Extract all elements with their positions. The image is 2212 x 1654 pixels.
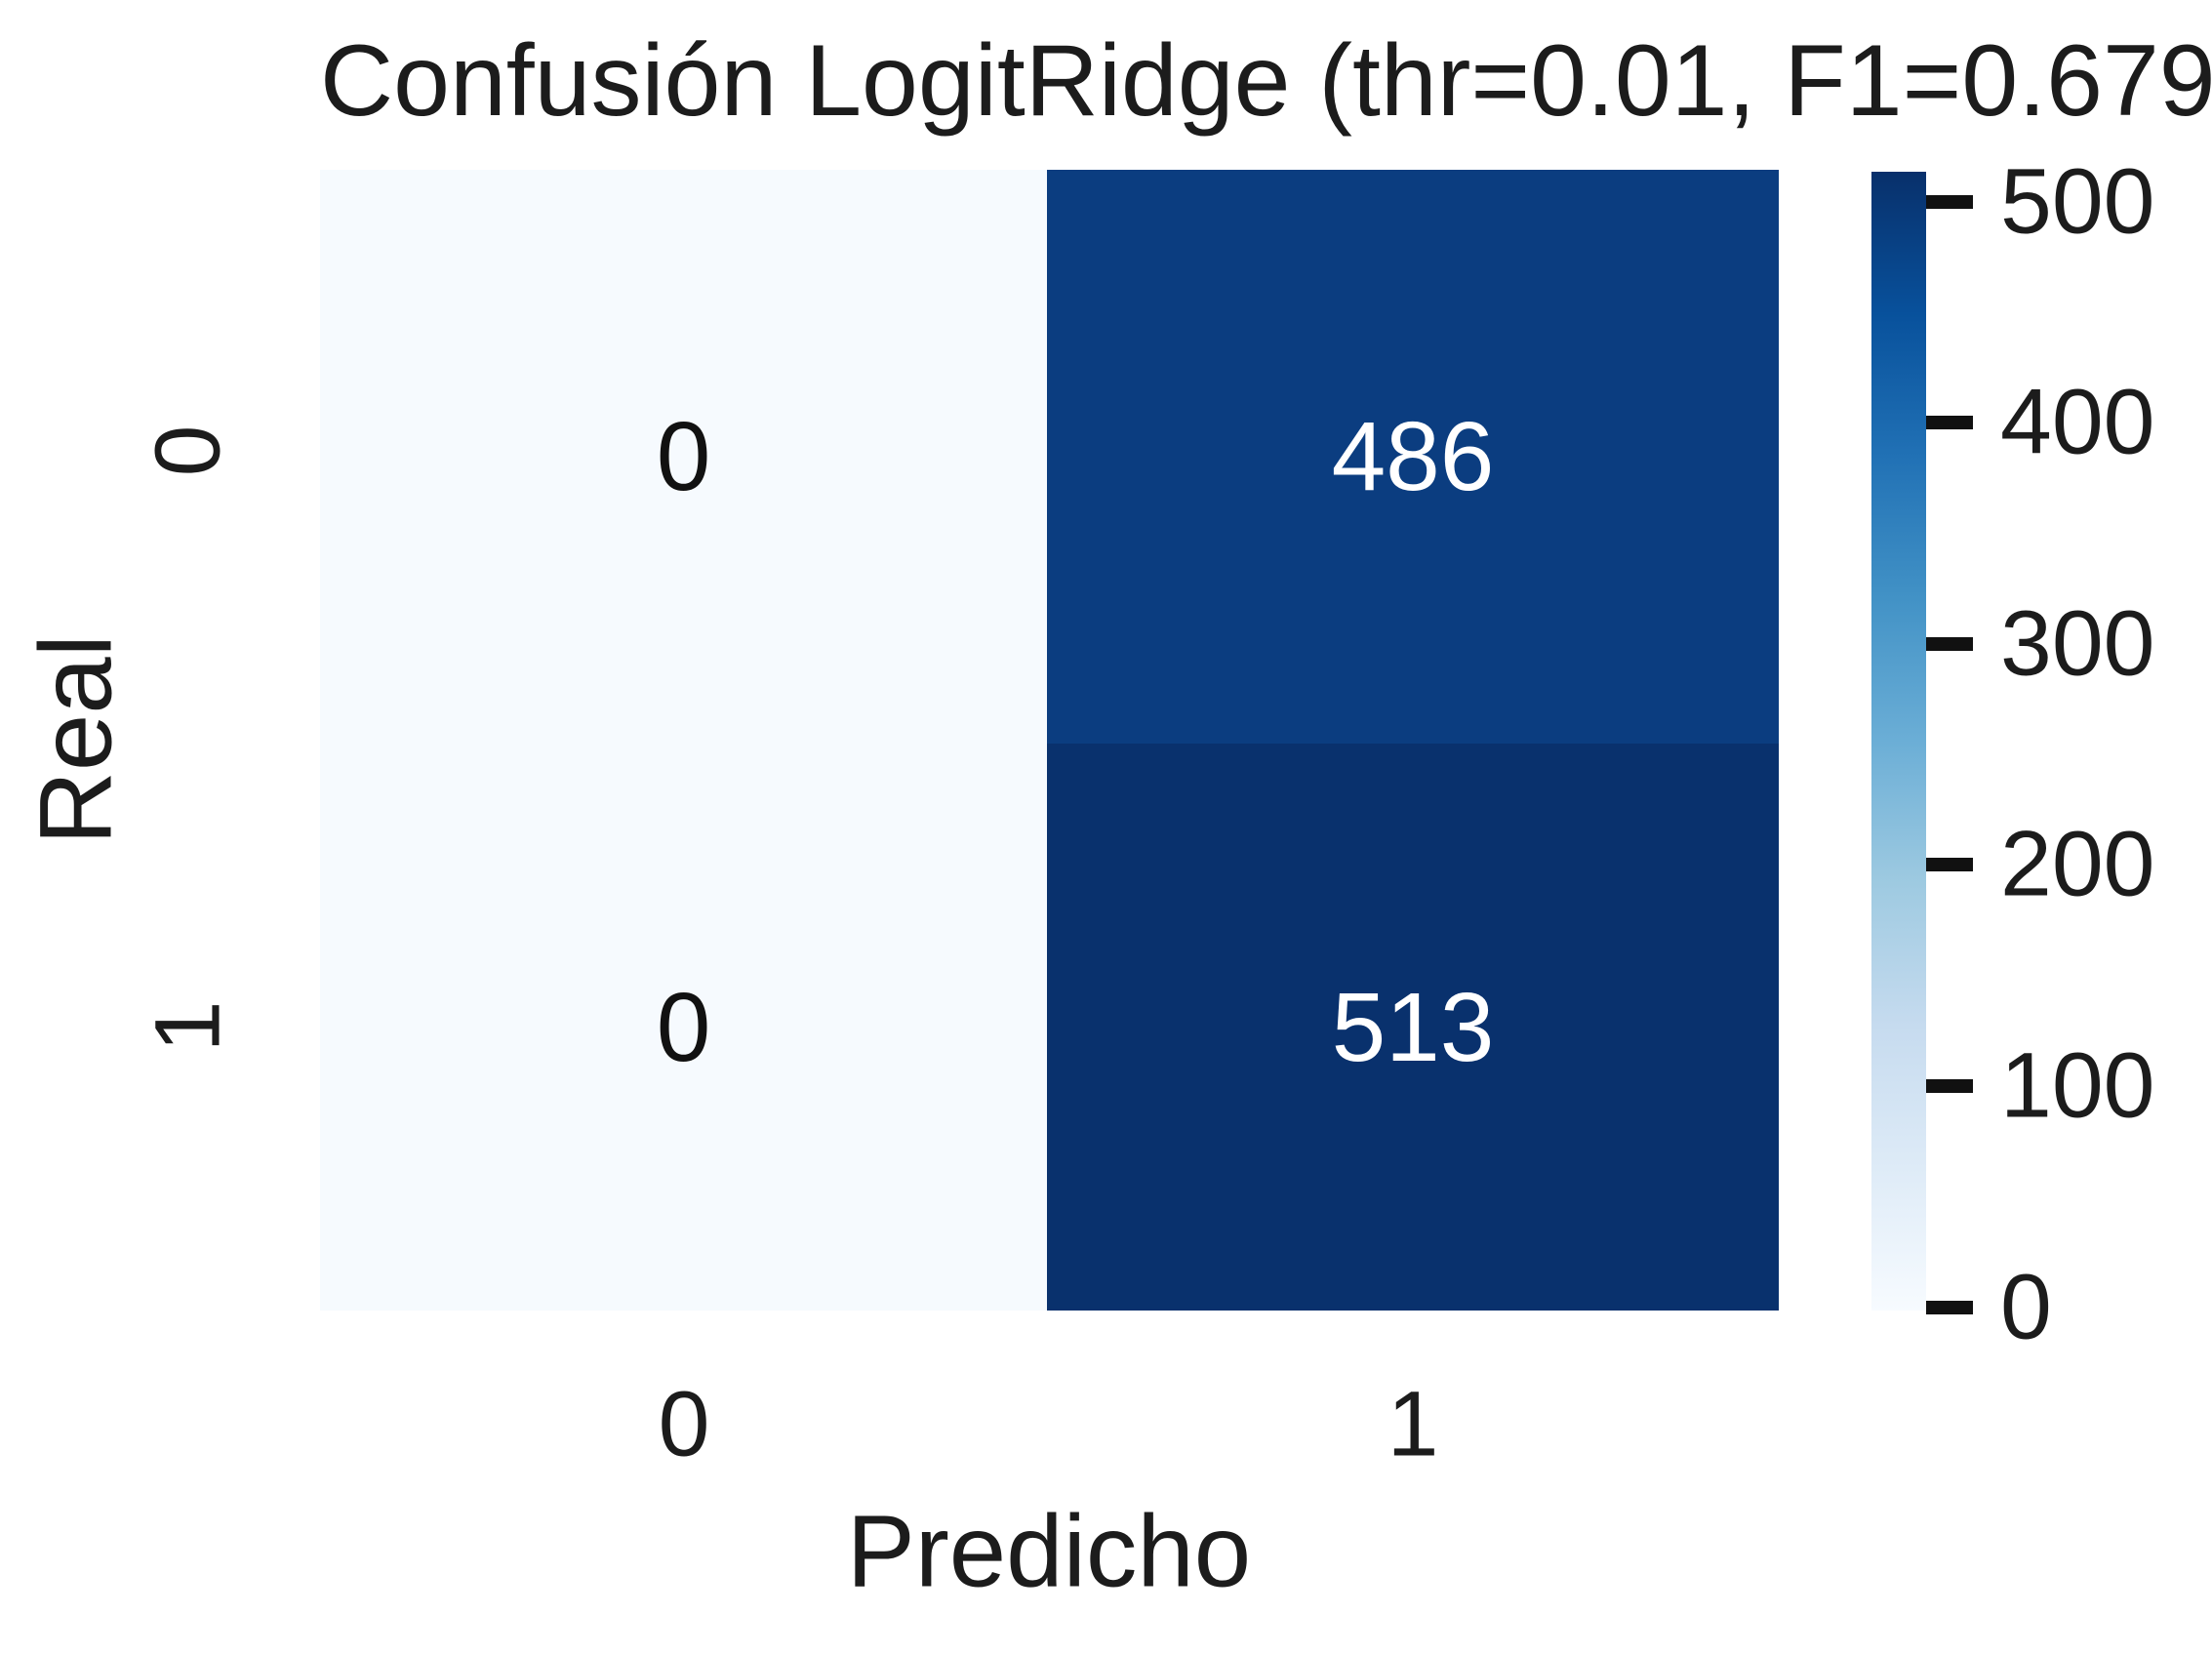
cell-value-real1-pred0: 0 — [656, 972, 711, 1082]
chart-title: Confusión LogitRidge (thr=0.01, F1=0.679… — [320, 24, 2212, 138]
colorbar-tick-mark-500 — [1926, 195, 1973, 209]
colorbar-tick-label-0: 0 — [2000, 1255, 2052, 1359]
x-tick-label-1: 1 — [1387, 1372, 1439, 1476]
y-tick-label-1: 1 — [136, 1000, 240, 1053]
colorbar-tick-mark-100 — [1926, 1079, 1973, 1093]
heatmap-cell-real1-pred1: 513 — [1047, 744, 1779, 1311]
colorbar-tick-label-500: 500 — [2000, 149, 2155, 254]
colorbar-tick-label-300: 300 — [2000, 591, 2155, 696]
y-tick-label-0: 0 — [136, 424, 240, 477]
colorbar-tick-mark-200 — [1926, 858, 1973, 871]
heatmap-cell-real0-pred0: 0 — [320, 170, 1047, 744]
cell-value-real1-pred1: 513 — [1331, 972, 1495, 1082]
heatmap-cell-real1-pred0: 0 — [320, 744, 1047, 1311]
cell-value-real0-pred0: 0 — [656, 402, 711, 511]
colorbar-tick-label-200: 200 — [2000, 812, 2155, 916]
colorbar-tick-mark-400 — [1926, 416, 1973, 429]
heatmap-grid: 0 486 0 513 — [320, 170, 1779, 1311]
y-axis-label: Real — [19, 634, 134, 845]
x-tick-label-0: 0 — [658, 1372, 710, 1476]
cell-value-real0-pred1: 486 — [1331, 402, 1495, 511]
x-axis-label: Predicho — [846, 1494, 1252, 1609]
colorbar-tick-label-400: 400 — [2000, 370, 2155, 474]
colorbar-tick-mark-300 — [1926, 637, 1973, 651]
heatmap-cell-real0-pred1: 486 — [1047, 170, 1779, 744]
colorbar — [1871, 172, 1926, 1311]
colorbar-tick-label-100: 100 — [2000, 1033, 2155, 1138]
colorbar-tick-mark-0 — [1926, 1301, 1973, 1314]
